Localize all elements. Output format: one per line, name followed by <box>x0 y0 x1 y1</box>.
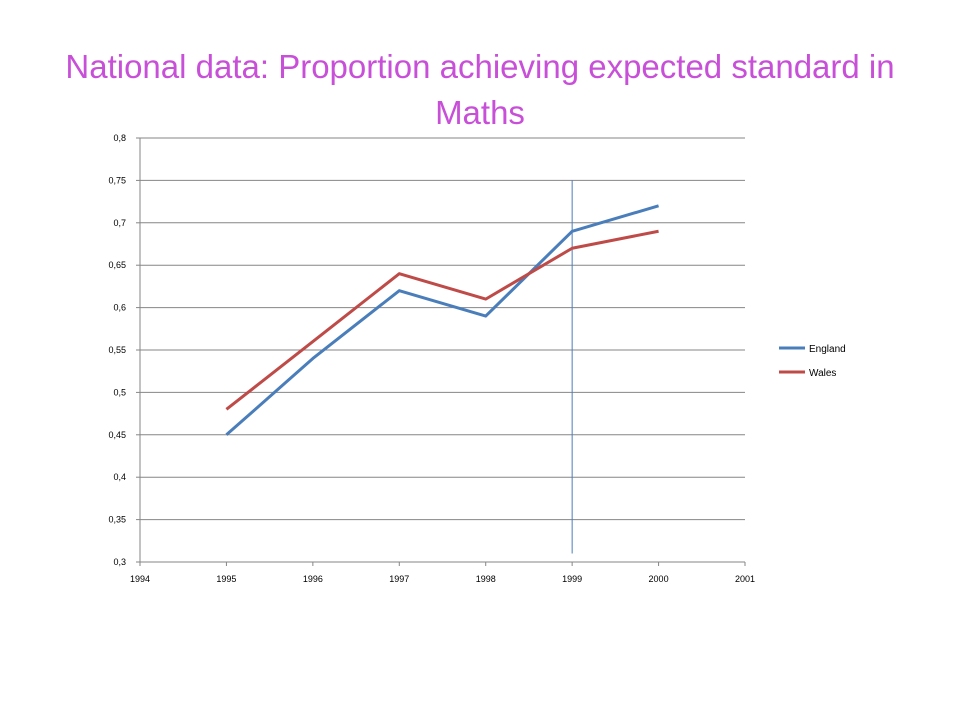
y-tick-label-4: 0,5 <box>113 387 126 397</box>
slide-title: National data: Proportion achieving expe… <box>65 48 895 131</box>
y-tick-label-7: 0,65 <box>108 260 126 270</box>
data-point-england-1 <box>311 357 314 360</box>
series-line-wales <box>225 229 659 411</box>
y-tick-label-1: 0,35 <box>108 515 126 525</box>
data-point-wales-4 <box>571 247 574 250</box>
data-point-england-0 <box>225 433 228 436</box>
legend-label-wales: Wales <box>809 368 836 379</box>
y-tick-label-3: 0,45 <box>108 430 126 440</box>
y-tick-label-5: 0,55 <box>108 345 126 355</box>
data-point-england-4 <box>571 230 574 233</box>
legend-label-england: England <box>809 344 846 355</box>
data-point-england-2 <box>398 289 401 292</box>
series-line-england <box>225 204 659 436</box>
data-point-england-5 <box>657 204 660 207</box>
y-tick-label-10: 0,8 <box>113 133 126 143</box>
y-tick-label-6: 0,6 <box>113 303 126 313</box>
y-tick-label-0: 0,3 <box>113 557 126 567</box>
data-point-england-3 <box>484 315 487 318</box>
x-tick-label-4: 1998 <box>476 574 496 584</box>
x-tick-label-7: 2001 <box>735 574 755 584</box>
x-tick-label-0: 1994 <box>130 574 150 584</box>
x-tick-label-1: 1995 <box>216 574 236 584</box>
data-point-wales-0 <box>225 408 228 411</box>
x-tick-label-6: 2000 <box>649 574 669 584</box>
y-tick-label-9: 0,75 <box>108 175 126 185</box>
data-point-wales-2 <box>398 272 401 275</box>
data-point-wales-3 <box>484 298 487 301</box>
data-point-wales-1 <box>311 340 314 343</box>
x-tick-label-3: 1997 <box>389 574 409 584</box>
data-point-wales-5 <box>657 230 660 233</box>
x-tick-label-2: 1996 <box>303 574 323 584</box>
y-tick-label-2: 0,4 <box>113 472 126 482</box>
x-tick-label-5: 1999 <box>562 574 582 584</box>
y-tick-label-8: 0,7 <box>113 218 126 228</box>
